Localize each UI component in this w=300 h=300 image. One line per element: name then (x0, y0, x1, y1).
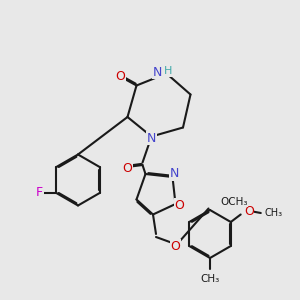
Text: N: N (153, 65, 162, 79)
Text: F: F (36, 186, 43, 199)
Text: N: N (169, 167, 179, 180)
Text: O: O (174, 199, 184, 212)
Text: O: O (171, 239, 180, 253)
Text: N: N (147, 131, 156, 145)
Text: CH₃: CH₃ (264, 208, 283, 218)
Text: O: O (244, 205, 254, 218)
Text: O: O (123, 161, 132, 175)
Text: CH₃: CH₃ (200, 274, 220, 284)
Text: H: H (164, 66, 172, 76)
Text: OCH₃: OCH₃ (220, 196, 248, 207)
Text: O: O (115, 70, 125, 83)
